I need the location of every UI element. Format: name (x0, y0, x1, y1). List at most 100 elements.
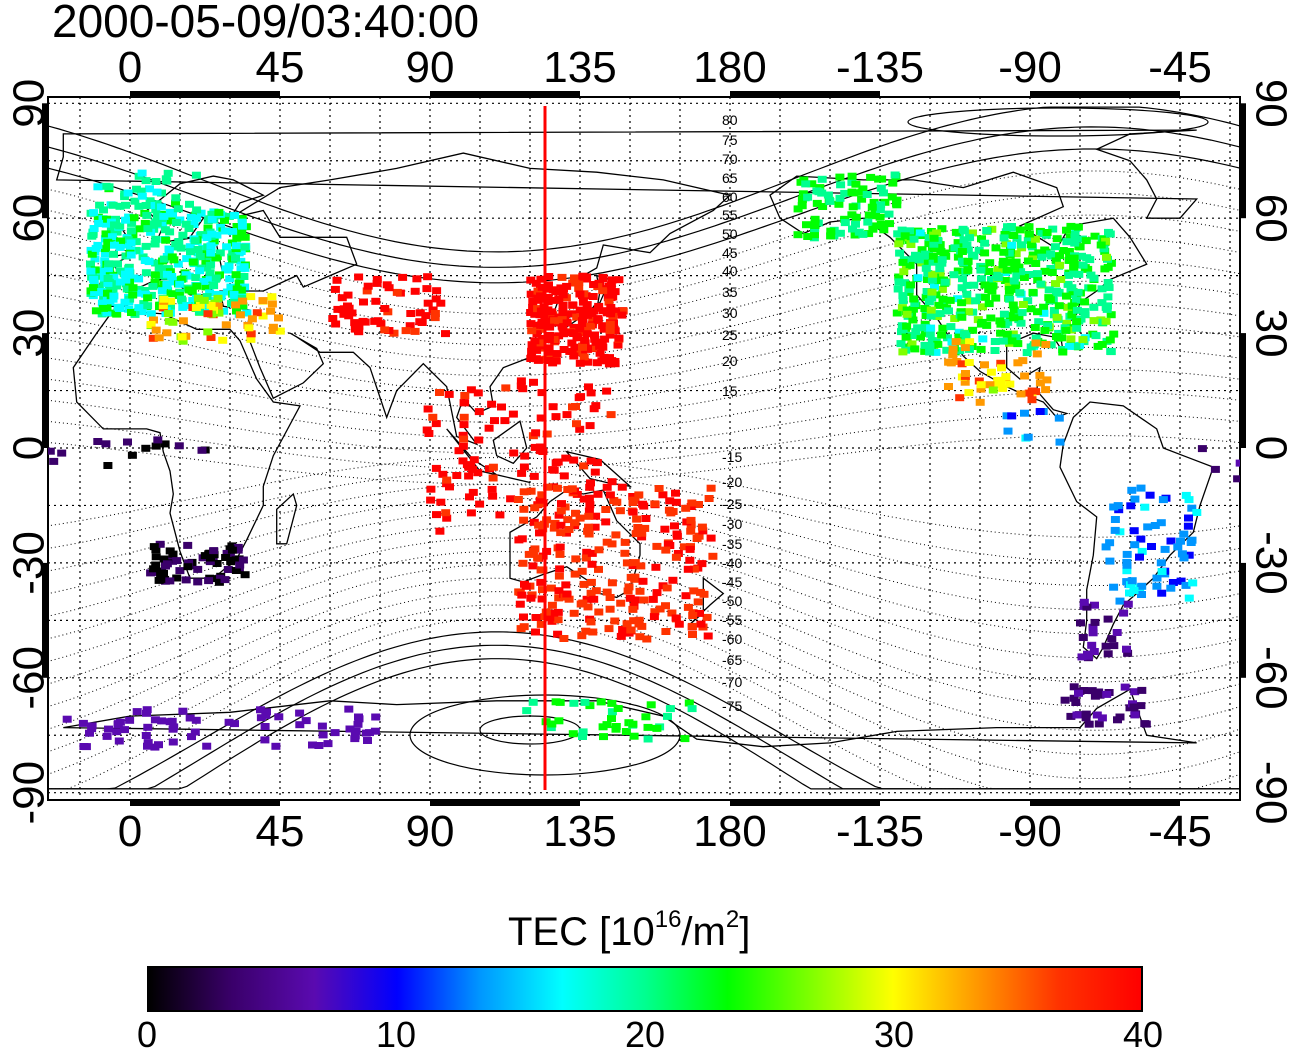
tec-point (817, 175, 827, 183)
tec-point (1137, 547, 1147, 555)
tec-point (533, 287, 543, 295)
tec-point (162, 280, 172, 288)
tec-point (458, 442, 468, 450)
tec-point (191, 171, 201, 179)
tec-point (577, 632, 587, 640)
tec-point (836, 181, 846, 189)
tec-point (951, 228, 961, 236)
tec-point (900, 232, 910, 240)
tec-point (431, 464, 441, 472)
tec-point (577, 567, 587, 575)
tec-point (571, 555, 581, 563)
tec-point (328, 315, 338, 322)
tec-point (237, 218, 247, 226)
tec-point (1005, 258, 1015, 266)
tec-point (1035, 408, 1045, 415)
contour-label: -45 (722, 574, 742, 590)
tec-point (554, 295, 564, 303)
tec-point (102, 732, 112, 740)
tec-point (894, 278, 904, 286)
tec-point (950, 244, 960, 252)
tec-point (835, 173, 845, 181)
tec-point (148, 334, 158, 342)
tec-point (1024, 223, 1034, 231)
tec-point (997, 364, 1006, 372)
tec-point (214, 208, 224, 216)
tec-point (995, 317, 1005, 325)
tec-point (578, 733, 587, 740)
contour-line (48, 346, 1240, 423)
tec-point (86, 267, 96, 275)
tec-point (144, 258, 154, 266)
tec-point (1008, 330, 1018, 338)
tec-point (205, 558, 215, 566)
tec-point (218, 336, 228, 344)
tec-point (246, 330, 256, 338)
tec-point (1110, 526, 1120, 534)
tec-point (638, 577, 648, 585)
tec-point (926, 312, 936, 320)
tec-point (950, 315, 960, 322)
tec-point (1039, 303, 1049, 311)
tec-point (907, 332, 917, 339)
tec-point (431, 420, 441, 428)
tec-point (1055, 252, 1065, 260)
tec-point (897, 304, 907, 312)
tec-point (131, 238, 141, 246)
tec-point (988, 386, 998, 394)
tec-point (1024, 271, 1034, 278)
tec-point (222, 288, 232, 296)
tec-point (565, 329, 575, 337)
tec-point (598, 273, 608, 281)
tec-point (537, 295, 547, 303)
tec-point (904, 285, 914, 293)
tec-point (665, 497, 675, 505)
right-lat-tick-label: -30 (1246, 531, 1292, 595)
tec-point (410, 327, 420, 335)
tec-point (421, 312, 431, 320)
tec-point (589, 595, 599, 603)
tec-point (978, 303, 987, 311)
tec-point (128, 284, 138, 292)
tec-point (650, 608, 660, 616)
tec-point (105, 298, 115, 306)
tec-point (1046, 265, 1056, 272)
tec-point (570, 570, 580, 578)
tec-point (534, 521, 544, 529)
tec-point (637, 533, 647, 541)
tec-point (649, 613, 659, 621)
tec-point (150, 716, 160, 724)
tec-point (555, 550, 565, 558)
contour-label: 35 (722, 284, 738, 300)
tec-point (1010, 265, 1020, 273)
tec-point (195, 267, 205, 275)
frame-bar-bottom (130, 800, 280, 806)
tec-point (960, 344, 970, 352)
tec-point (1011, 258, 1021, 266)
tec-point (344, 705, 354, 713)
tec-point (957, 248, 967, 255)
tec-point (589, 281, 599, 288)
tec-point (1088, 629, 1098, 637)
bottom-lon-tick-label: 180 (693, 807, 766, 856)
tec-point (1040, 327, 1050, 334)
tec-point (526, 355, 536, 362)
tec-point (171, 199, 180, 207)
tec-point (124, 267, 134, 275)
tec-point (490, 417, 499, 425)
tec-point (90, 255, 100, 263)
tec-point (1109, 503, 1119, 511)
tec-point (220, 576, 230, 584)
tec-point (308, 741, 317, 749)
tec-point (810, 231, 819, 239)
tec-point (1000, 277, 1010, 284)
tec-point (694, 501, 703, 508)
tec-point (934, 277, 944, 285)
tec-point (584, 507, 594, 515)
tec-point (1031, 334, 1041, 342)
tec-point (430, 310, 440, 317)
contour-label: -55 (722, 612, 742, 628)
tec-point (1073, 288, 1083, 296)
tec-point (558, 301, 568, 309)
tec-point (1062, 226, 1071, 234)
